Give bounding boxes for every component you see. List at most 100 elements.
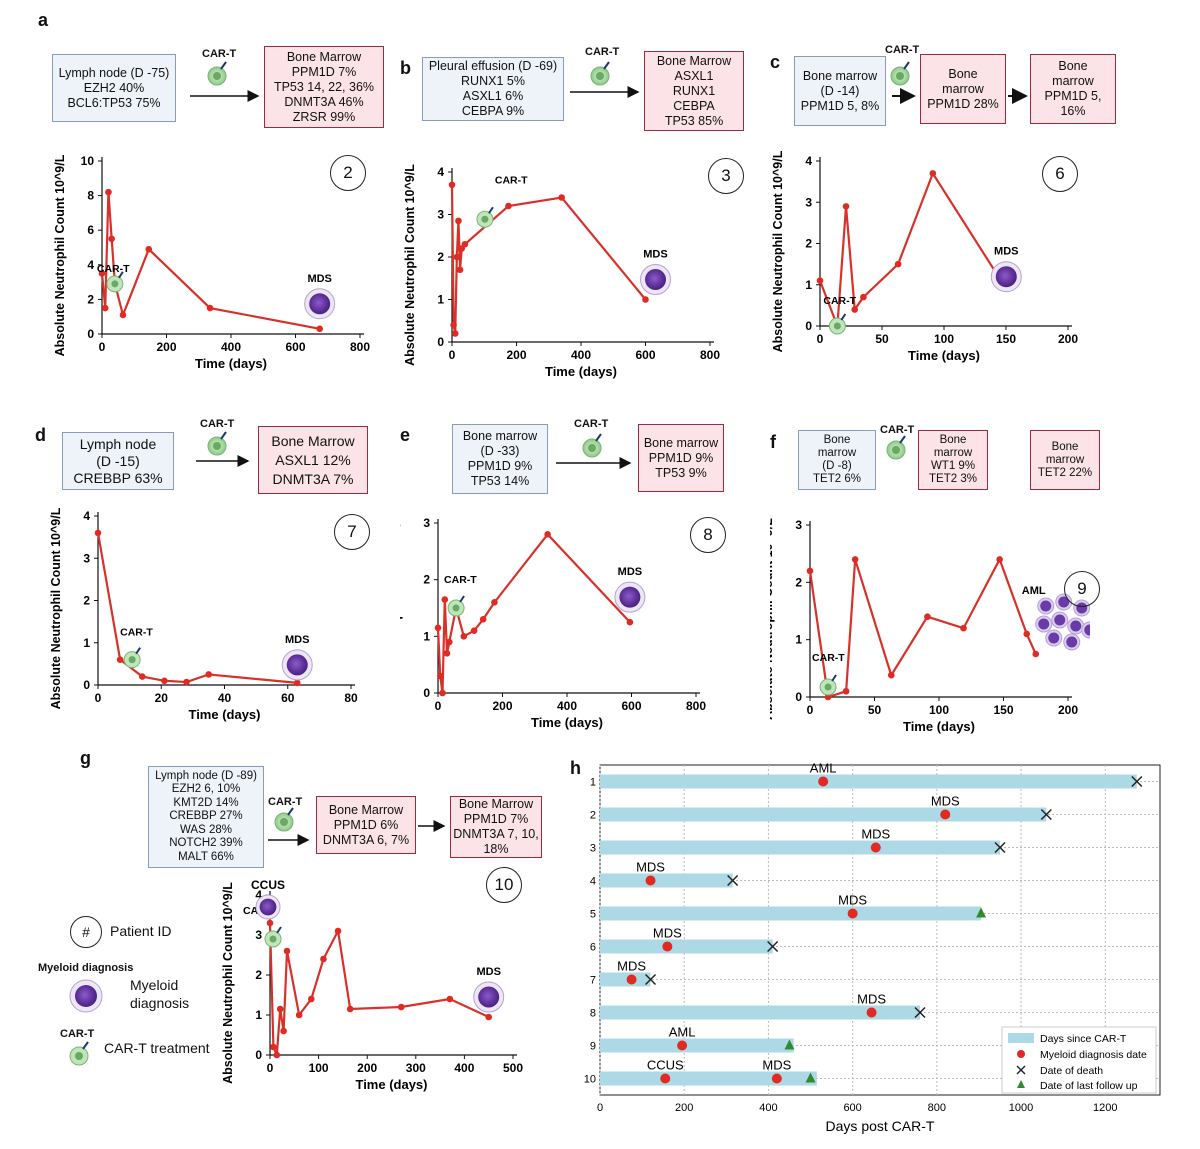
panel-label-d: d [35,425,46,445]
y-tick-label: 4 [255,888,262,902]
y-tick-label: 6 [87,223,94,237]
data-point [491,599,498,606]
diagnosis-point [940,809,951,820]
y-tick-label: 2 [805,237,812,251]
data-point [346,1005,354,1013]
y-tick-label: 2 [795,575,802,589]
death-marker [644,973,657,986]
y-axis-label: Absolute Neutrophil Count 10^9/L [770,518,775,720]
x-tick-label: 800 [928,1102,946,1114]
cart-marker-label: CAR-T [120,627,153,639]
cart-cell-icon [590,61,610,86]
x-tick-label: 1000 [1009,1102,1033,1114]
box-line: CREBBP 63% [73,469,163,486]
y-tick-label: 4 [83,509,90,523]
cart-label-e: CAR-T [574,418,609,430]
cart-cell-icon [828,313,847,335]
y-tick-label: 2 [590,810,596,822]
x-tick-label: 0 [95,691,102,705]
x-tick-label: 60 [281,691,295,705]
data-point [960,624,967,632]
days-bar [600,774,1137,789]
data-point [1032,650,1040,658]
x-tick-label: 0 [449,348,456,362]
data-point [455,217,462,225]
box-line: CREBBP 27% [169,810,243,823]
y-tick-label: 5 [590,909,596,921]
box-d-pre: Lymph node (D -15) CREBBP 63% [62,432,174,490]
cart-cell-icon [123,647,141,669]
death-marker [1040,808,1052,821]
days-bar [600,1038,794,1053]
box-line: PPM1D 9% [648,450,714,465]
data-point [205,671,212,678]
x-tick-label: 200 [675,1102,693,1114]
x-tick-label: 100 [309,1061,329,1075]
death-marker [994,841,1006,854]
cart-label-a: CAR-T [202,48,237,60]
x-tick-label: 800 [686,699,706,713]
cart-label-d: CAR-T [200,418,235,430]
x-tick-label: 600 [635,348,655,362]
box-line: WAS 28% [180,823,232,836]
box-line: marrow [942,81,984,96]
data-point [161,677,168,685]
myeloid-cell-icon [614,581,646,613]
cart-cell-icon [819,674,837,696]
y-tick-label: 3 [437,208,444,222]
box-line: Bone Marrow [458,797,534,811]
panel-label-h: h [570,758,581,778]
box-line: marrow [817,447,857,459]
box-g-post1: Bone Marrow PPM1D 6% DNMT3A 6, 7% [316,796,416,854]
chart-panel-f: 0 50 100 150 200 0 1 2 3 Time (days) Absolute Neut… [770,518,1090,734]
series-line [450,184,647,334]
patient-id-7: 7 [334,514,370,550]
series-line [436,532,631,694]
box-line: Bone marrow [462,429,538,443]
y-axis-label: Absolute Neutrophil Count 10^9/L [771,150,785,352]
x-tick-label: 150 [993,703,1013,717]
chart-panel-b: 0 200 400 600 800 0 1 2 3 4 Time (days) Absolute Ne… [403,164,720,379]
x-tick-label: 200 [506,348,526,362]
y-tick-label: 0 [805,319,812,333]
box-a-pre: Lymph node (D -75) EZH2 40% BCL6:TP53 75% [52,54,176,122]
data-point [887,671,895,679]
series-line [268,922,490,1056]
y-tick-label: 9 [590,1041,596,1053]
data-point [98,270,106,277]
box-line: DNMT3A 6, 7% [322,832,410,847]
x-tick-label: 400 [557,699,577,713]
y-tick-label: 4 [437,165,444,179]
data-point [308,995,315,1003]
chart-panel-d: 0 20 40 60 80 0 1 2 3 4 Time (days) Absolute Neutro… [49,507,358,722]
data-point [183,678,190,686]
diagnosis-point [660,1073,671,1084]
y-tick-label: 4 [805,154,812,168]
x-tick-label: 200 [492,699,512,713]
y-tick-label: 1 [590,777,596,789]
data-point [105,188,112,196]
box-line: RUNX1 5% [461,74,525,88]
box-line: Lymph node [79,435,157,452]
box-line: Bone [1051,440,1079,453]
y-tick-label: 1 [255,1008,262,1022]
box-line: EZH2 6, 10% [171,783,241,796]
patient-id-10: 10 [486,867,522,903]
cart-cell-icon [582,433,602,458]
diagnosis-point [645,875,656,886]
x-tick-label: 200 [1058,332,1078,346]
y-tick-label: 1 [437,293,444,307]
data-point [293,679,301,687]
patient-id-9: 9 [1064,571,1100,607]
x-tick-label: 40 [218,691,232,705]
x-tick-label: 0 [99,340,106,354]
box-line: MALT 66% [178,850,234,863]
diagnosis-label: MDS [618,566,642,578]
box-line: ZRSR 99% [292,109,356,124]
data-point [470,627,478,634]
cart-marker-label: CAR-T [495,174,528,186]
data-point [94,529,102,537]
y-tick-label: 1 [795,633,802,647]
legend-patient-id-symbol: # [70,916,102,948]
x-axis-label: Time (days) [908,348,980,363]
